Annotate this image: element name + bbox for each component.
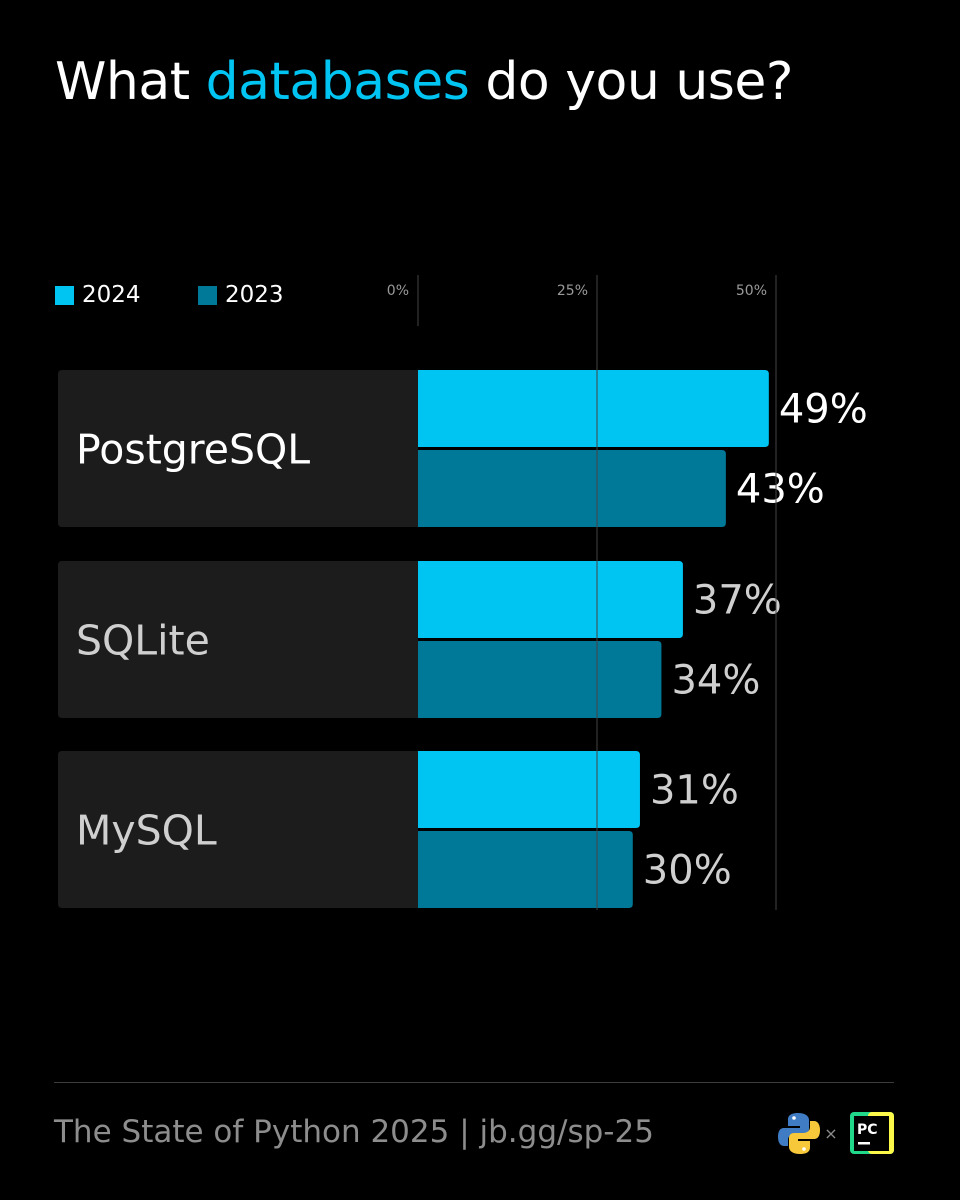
- data-label: 43%: [736, 467, 825, 513]
- legend-label-2023: 2023: [225, 282, 284, 308]
- tick-label: 25%: [557, 283, 588, 299]
- legend-swatch-2024: [55, 285, 74, 305]
- category-panel: [58, 561, 418, 718]
- tick-label: 0%: [387, 283, 409, 299]
- footer-text: The State of Python 2025 | jb.gg/sp-25: [54, 1114, 654, 1150]
- bar: [418, 561, 683, 638]
- legend-label-2024: 2024: [82, 282, 141, 308]
- data-label: 31%: [650, 768, 739, 814]
- data-label: 34%: [671, 658, 760, 704]
- title-after: do you use?: [485, 52, 793, 112]
- bar: [418, 751, 640, 828]
- bar: [418, 831, 633, 908]
- category-panel: [58, 370, 418, 527]
- category-label: MySQL: [76, 807, 217, 855]
- page-title: What databases do you use?: [55, 52, 793, 112]
- bar-chart: PostgreSQL 49% 43% SQLite 37% 34% MySQL 31% 30% 0…: [58, 275, 868, 910]
- title-before: What: [55, 52, 190, 112]
- legend-item-2024: 2024: [55, 282, 141, 308]
- data-label: 37%: [693, 578, 782, 624]
- data-label: 30%: [643, 848, 732, 894]
- logo-separator: ×: [824, 1124, 837, 1143]
- pycharm-logo-icon: PC: [850, 1112, 894, 1154]
- category-panel: [58, 751, 418, 908]
- python-logo-icon: [778, 1113, 820, 1154]
- data-label: 49%: [779, 387, 868, 433]
- bar: [418, 450, 726, 527]
- footer-divider: [54, 1082, 894, 1083]
- legend-swatch-2023: [198, 285, 217, 305]
- bar: [418, 370, 769, 447]
- pycharm-logo-text: PC: [857, 1122, 878, 1138]
- title-highlight: databases: [205, 52, 470, 112]
- legend-item-2023: 2023: [198, 282, 284, 308]
- footer-logos: × PC: [778, 1112, 894, 1154]
- bar: [418, 641, 662, 718]
- category-label: PostgreSQL: [76, 426, 310, 474]
- tick-label: 50%: [736, 283, 767, 299]
- category-label: SQLite: [76, 617, 210, 665]
